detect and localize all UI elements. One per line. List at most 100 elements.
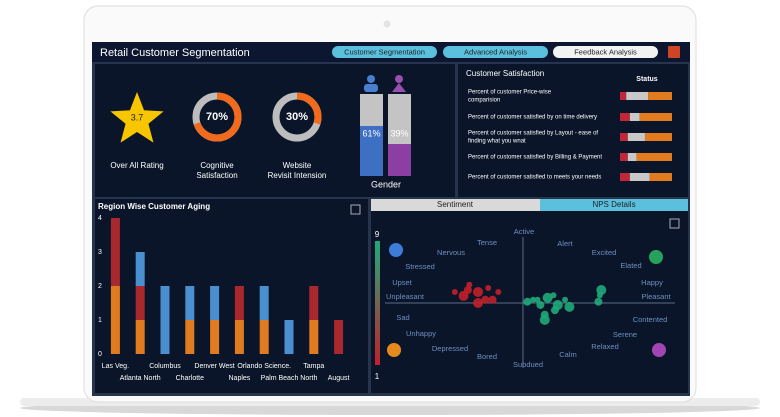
status-segment bbox=[620, 113, 630, 121]
tab[interactable] bbox=[443, 46, 548, 58]
mood-word: Serene bbox=[613, 330, 637, 339]
sentiment-point bbox=[473, 286, 484, 297]
x-tick-label: Columbus bbox=[149, 363, 181, 370]
bar-segment bbox=[259, 286, 269, 320]
mood-word: Unhappy bbox=[406, 329, 436, 338]
sentiment-point bbox=[542, 292, 553, 303]
row-label: Percent of customer satisfied by Billing… bbox=[468, 155, 602, 161]
mood-word: Happy bbox=[641, 278, 663, 287]
status-segment bbox=[620, 173, 630, 181]
x-tick-label: Naples bbox=[229, 375, 251, 382]
y-tick-label: 1 bbox=[98, 317, 102, 324]
y-tick-label: 2 bbox=[98, 283, 102, 290]
row-label: comparision bbox=[468, 98, 500, 104]
bar-segment bbox=[334, 320, 344, 354]
sentiment-point bbox=[481, 295, 490, 304]
color-scale bbox=[375, 241, 380, 365]
bar-segment bbox=[309, 286, 319, 320]
bar-segment bbox=[284, 320, 294, 354]
mood-word: Depressed bbox=[432, 344, 468, 353]
bar-segment bbox=[135, 252, 145, 286]
tab-label[interactable]: Customer Segmentation bbox=[344, 47, 425, 56]
female-icon bbox=[392, 83, 406, 92]
row-label: Percent of customer Price-wise bbox=[468, 90, 552, 96]
sentiment-point bbox=[530, 296, 537, 303]
x-tick-label: Las Veg. bbox=[102, 363, 129, 370]
status-segment bbox=[629, 173, 650, 181]
camera bbox=[383, 20, 391, 28]
x-tick-label: Palm Beach North bbox=[261, 375, 318, 382]
tab[interactable] bbox=[553, 46, 658, 58]
tab[interactable] bbox=[540, 199, 688, 211]
tab[interactable] bbox=[332, 46, 437, 58]
sentiment-point bbox=[564, 301, 575, 312]
tab[interactable] bbox=[371, 199, 540, 211]
row-label: Percent of customer satisfied to meets y… bbox=[468, 175, 601, 181]
sentiment-panel bbox=[371, 199, 688, 393]
rating-star bbox=[110, 92, 164, 143]
sentiment-point bbox=[594, 297, 603, 306]
sentiment-point bbox=[539, 314, 550, 325]
ppt-icon[interactable] bbox=[668, 46, 680, 58]
sentiment-point bbox=[495, 288, 502, 295]
sentiment-point bbox=[466, 281, 473, 288]
sentiment-point bbox=[523, 297, 532, 306]
bar-segment bbox=[110, 286, 120, 354]
row-label: Percent of customer satisfied by on time… bbox=[468, 115, 597, 121]
bar-segment bbox=[210, 286, 220, 320]
mood-word: Relaxed bbox=[591, 342, 619, 351]
x-tick-label: Charlotte bbox=[176, 375, 205, 382]
tab-label[interactable]: Sentiment bbox=[437, 200, 474, 209]
mood-word: Elated bbox=[620, 261, 641, 270]
sentiment-point bbox=[485, 285, 492, 292]
expand-icon[interactable] bbox=[350, 204, 361, 215]
bar-segment bbox=[110, 218, 120, 286]
bar-segment bbox=[135, 286, 145, 320]
donut-arc bbox=[272, 92, 322, 142]
x-tick-label: Atlanta North bbox=[120, 375, 161, 382]
sentiment-point bbox=[473, 298, 484, 308]
status-segment bbox=[620, 92, 627, 100]
mood-word: Contented bbox=[633, 315, 668, 324]
mood-word: Bored bbox=[477, 352, 497, 361]
status-segment bbox=[649, 173, 672, 181]
donut-label: Website bbox=[283, 161, 312, 170]
mood-word: Nervous bbox=[437, 248, 465, 257]
header-title: Retail Customer Segmentation bbox=[100, 47, 250, 59]
tab-label[interactable]: NPS Details bbox=[592, 200, 635, 209]
expand-icon[interactable] bbox=[669, 218, 680, 229]
x-tick-label: Tampa bbox=[303, 363, 324, 370]
bar-segment bbox=[135, 320, 145, 354]
female-icon bbox=[395, 75, 403, 83]
status-segment bbox=[648, 92, 672, 100]
sentiment-point bbox=[536, 300, 545, 309]
mood-word: Sad bbox=[396, 313, 409, 322]
bar-segment bbox=[160, 286, 170, 354]
tab-label[interactable]: Feedback Analysis bbox=[574, 47, 637, 56]
row-label: Percent of customer satisfied by Layout … bbox=[468, 131, 598, 137]
sentiment-point bbox=[488, 295, 497, 304]
mood-word: Stressed bbox=[405, 262, 435, 271]
mood-word: Calm bbox=[559, 350, 577, 359]
bar-segment bbox=[309, 320, 319, 354]
aging-title: Region Wise Customer Aging bbox=[98, 202, 210, 211]
status-segment bbox=[620, 153, 628, 161]
x-tick-label: August bbox=[328, 375, 350, 382]
rating-label: Over All Rating bbox=[110, 161, 163, 170]
mood-word: Tense bbox=[477, 238, 497, 247]
donut-label: Revisit Intension bbox=[268, 171, 327, 180]
mood-word: Subdued bbox=[513, 360, 543, 369]
status-segment bbox=[627, 153, 637, 161]
status-segment bbox=[629, 113, 640, 121]
mood-word: Pleasant bbox=[641, 292, 671, 301]
mood-word: Excited bbox=[592, 248, 617, 257]
gender-value: 39% bbox=[390, 128, 408, 138]
donut-arc bbox=[192, 92, 242, 142]
tab-label[interactable]: Advanced Analysis bbox=[464, 47, 527, 56]
bar-segment bbox=[234, 320, 244, 354]
y-tick-label: 4 bbox=[98, 215, 102, 222]
y-tick-label: 3 bbox=[98, 249, 102, 256]
bar-segment bbox=[234, 286, 244, 320]
scale-label: 1 bbox=[375, 372, 380, 381]
